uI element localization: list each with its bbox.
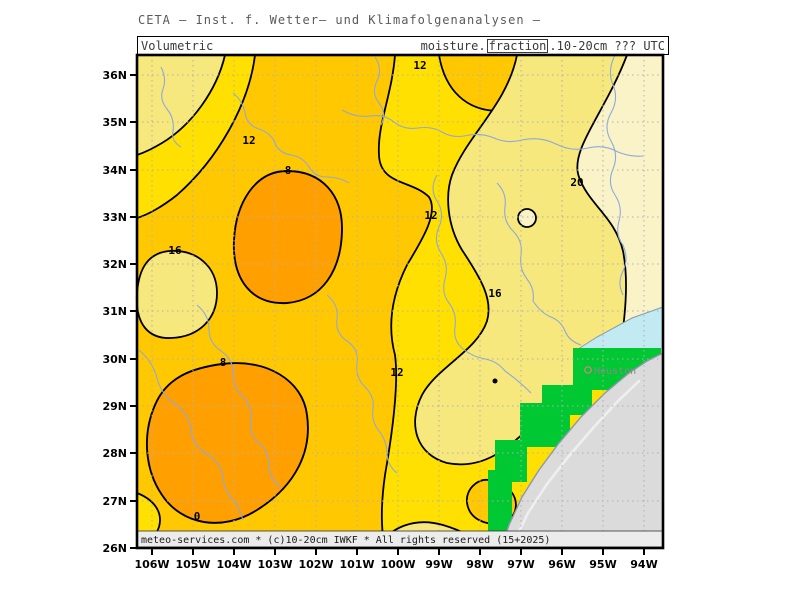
lat-label: 29N — [102, 400, 127, 413]
field-prefix: moisture. — [420, 38, 486, 53]
graticule — [137, 55, 663, 548]
contour-speck — [492, 378, 498, 384]
axes: 36N 35N 34N 33N 32N 31N 30N 29N 28N 27N 26N 106W 105… — [102, 69, 657, 571]
copyright-text: meteo-services.com * (c)10-20cm IWKF * A… — [141, 535, 550, 546]
contour-map: meteo-services.com * (c)10-20cm IWKF * A… — [102, 53, 665, 571]
fill-orange-lower — [146, 362, 309, 524]
lat-label: 32N — [102, 258, 127, 271]
contour-value-label: 8 — [285, 164, 292, 177]
city-label: Houston — [594, 366, 636, 377]
contour-value-label: 16 — [488, 287, 502, 300]
contour-value-label: 20 — [570, 176, 583, 189]
lat-label: 28N — [102, 447, 127, 460]
barrier-islands — [512, 379, 641, 544]
lon-label: 95W — [589, 558, 616, 571]
lat-label: 30N — [102, 353, 127, 366]
fill-pale-dot — [517, 208, 537, 228]
map-title-bar: Volumetric moisture. fraction .10-20cm ???… — [137, 36, 669, 55]
lat-label: 33N — [102, 211, 127, 224]
fill-pale-topleft — [136, 54, 227, 157]
city-dot — [584, 366, 592, 374]
lat-label: 35N — [102, 116, 127, 129]
field-unit-box: fraction — [486, 38, 549, 53]
map-canvas: meteo-services.com * (c)10-20cm IWKF * A… — [102, 53, 665, 571]
field-descriptor: moisture. fraction .10-20cm ??? UTC — [420, 38, 665, 53]
map-frame — [135, 53, 665, 550]
lon-label: 102W — [298, 558, 333, 571]
contour-labels: 12 12 8 16 20 12 16 8 12 0 — [168, 59, 583, 523]
lon-label: 100W — [380, 558, 415, 571]
product-name: Volumetric — [141, 38, 214, 53]
lon-label: 106W — [134, 558, 169, 571]
contour-value-label: 12 — [413, 59, 426, 72]
contour-value-label: 12 — [242, 134, 255, 147]
lon-label: 104W — [216, 558, 251, 571]
lat-label: 26N — [102, 542, 127, 555]
lat-label: 31N — [102, 305, 127, 318]
institute-header: CETA — Inst. f. Wetter— und Klimafolgena… — [138, 13, 542, 27]
lon-label: 97W — [507, 558, 534, 571]
contour-value-label: 12 — [424, 209, 437, 222]
fill-pale-left-blob — [136, 250, 218, 339]
field-suffix: .10-20cm ??? UTC — [549, 38, 665, 53]
lat-label: 36N — [102, 69, 127, 82]
lon-label: 105W — [175, 558, 210, 571]
lat-label: 27N — [102, 495, 127, 508]
fill-orange-upper — [233, 170, 343, 304]
contour-value-label: 0 — [194, 510, 201, 523]
contour-value-label: 16 — [168, 244, 182, 257]
lon-label: 101W — [339, 558, 374, 571]
rivers — [138, 54, 644, 521]
contour-value-label: 12 — [390, 366, 403, 379]
lat-label: 34N — [102, 164, 127, 177]
lon-label: 96W — [548, 558, 575, 571]
lon-label: 94W — [630, 558, 657, 571]
lon-label: 103W — [257, 558, 292, 571]
city-marker: Houston — [584, 366, 636, 377]
lon-label: 99W — [425, 558, 452, 571]
contour-value-label: 8 — [220, 356, 227, 369]
lon-label: 98W — [466, 558, 493, 571]
